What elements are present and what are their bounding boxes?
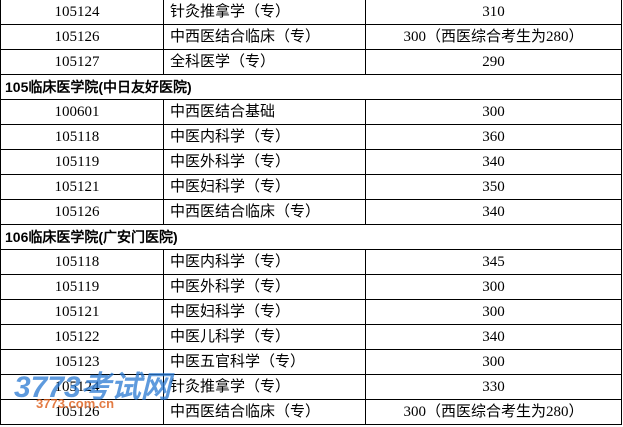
code-cell: 105124 [0,375,163,399]
table-row: 105124 针灸推拿学（专） 310 [0,0,622,25]
code-cell: 105118 [0,250,163,274]
code-cell: 105118 [0,125,163,149]
major-cell: 中医内科学（专） [163,250,365,274]
major-cell: 中西医结合临床（专） [163,400,365,424]
major-cell: 全科医学（专） [163,50,365,74]
section-row: 105临床医学院(中日友好医院) [0,75,622,100]
code-cell: 105122 [0,325,163,349]
table-row: 105124 针灸推拿学（专） 330 [0,375,622,400]
watermark-url: 3773.com.cn [36,396,115,411]
major-cell: 中医五官科学（专） [163,350,365,374]
score-cell: 340 [365,150,622,174]
table-row: 105122 中医儿科学（专） 340 [0,325,622,350]
major-cell: 中医妇科学（专） [163,175,365,199]
major-cell: 中医外科学（专） [163,275,365,299]
major-cell: 针灸推拿学（专） [163,0,365,24]
table-row: 105126 中西医结合临床（专） 300（西医综合考生为280） [0,400,622,425]
score-cell: 300 [365,275,622,299]
section-title: 105临床医学院(中日友好医院) [0,75,622,99]
score-cell: 350 [365,175,622,199]
table-row: 105119 中医外科学（专） 300 [0,275,622,300]
table-row: 105126 中西医结合临床（专） 340 [0,200,622,225]
table-row: 100601 中西医结合基础 300 [0,100,622,125]
major-cell: 中医内科学（专） [163,125,365,149]
score-cell: 300（西医综合考生为280） [365,400,622,424]
major-cell: 中西医结合基础 [163,100,365,124]
code-cell: 105126 [0,25,163,49]
major-cell: 中西医结合临床（专） [163,25,365,49]
table-row: 105121 中医妇科学（专） 350 [0,175,622,200]
major-cell: 中医外科学（专） [163,150,365,174]
code-cell: 105126 [0,400,163,424]
score-cell: 310 [365,0,622,24]
score-cell: 340 [365,200,622,224]
score-cell: 340 [365,325,622,349]
score-cell: 330 [365,375,622,399]
code-cell: 105121 [0,300,163,324]
table-row: 105121 中医妇科学（专） 300 [0,300,622,325]
table-row: 105123 中医五官科学（专） 300 [0,350,622,375]
score-cell: 300 [365,300,622,324]
section-row: 106临床医学院(广安门医院) [0,225,622,250]
code-cell: 105123 [0,350,163,374]
table-row: 105126 中西医结合临床（专） 300（西医综合考生为280） [0,25,622,50]
major-cell: 针灸推拿学（专） [163,375,365,399]
score-cell: 360 [365,125,622,149]
score-cell: 300 [365,100,622,124]
major-cell: 中医妇科学（专） [163,300,365,324]
major-cell: 中西医结合临床（专） [163,200,365,224]
code-cell: 105119 [0,275,163,299]
major-cell: 中医儿科学（专） [163,325,365,349]
score-cell: 300 [365,350,622,374]
score-cell: 290 [365,50,622,74]
table-row: 105119 中医外科学（专） 340 [0,150,622,175]
score-cell: 300（西医综合考生为280） [365,25,622,49]
code-cell: 105127 [0,50,163,74]
watermark-title: 3773考试网 [14,371,171,404]
code-cell: 105124 [0,0,163,24]
section-title: 106临床医学院(广安门医院) [0,225,622,249]
code-cell: 105119 [0,150,163,174]
code-cell: 105126 [0,200,163,224]
code-cell: 105121 [0,175,163,199]
table-row: 105118 中医内科学（专） 360 [0,125,622,150]
table-row: 105127 全科医学（专） 290 [0,50,622,75]
table-row: 105118 中医内科学（专） 345 [0,250,622,275]
code-cell: 100601 [0,100,163,124]
score-cell: 345 [365,250,622,274]
